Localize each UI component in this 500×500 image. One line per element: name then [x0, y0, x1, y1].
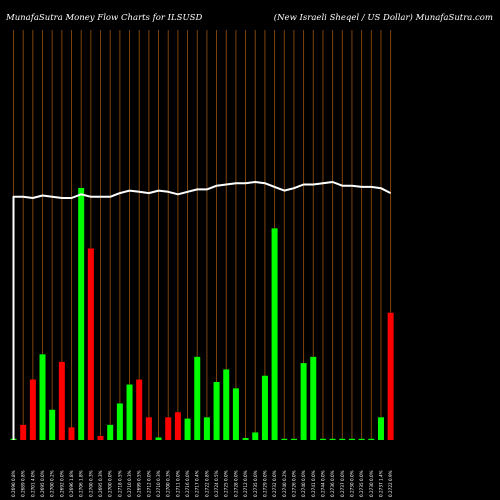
volume-bar [368, 438, 375, 440]
chart-title: MunafaSutra Money Flow Charts for ILSUSD [5, 13, 202, 23]
volume-bar [319, 438, 326, 440]
volume-bar [203, 417, 210, 440]
volume-bar [97, 435, 104, 440]
volume-bar [281, 438, 288, 440]
x-tick-label: 0.2710 0.3% [156, 470, 161, 497]
x-tick-label: 0.2722 0.9% [388, 470, 393, 497]
volume-bar [165, 417, 172, 440]
x-tick-label: 0.2700 0.2% [50, 470, 55, 497]
x-tick-label: 0.2726 0.0% [291, 470, 296, 497]
volume-bar [39, 354, 46, 440]
x-tick-label: 0.2701 4.0% [30, 470, 35, 497]
volume-bar [252, 432, 259, 440]
x-tick-label: 0.2695 0.0% [40, 470, 45, 497]
volume-bar [107, 424, 114, 440]
volume-bar [232, 388, 239, 440]
volume-bar [261, 375, 268, 440]
x-tick-label: 0.2740 0.0% [301, 470, 306, 497]
x-tick-label: 0.2736 0.0% [330, 470, 335, 497]
volume-bar [145, 417, 152, 440]
volume-bar [310, 356, 317, 440]
x-tick-label: 0.2699 0.5% [137, 470, 142, 497]
volume-bar [223, 369, 230, 440]
x-tick-label: 0.2728 0.0% [233, 470, 238, 497]
volume-bar [58, 361, 65, 440]
volume-bar [290, 438, 297, 440]
x-tick-label: 0.2718 0.5% [117, 470, 122, 497]
volume-bar [358, 438, 365, 440]
x-tick-label: 0.2737 1.4% [378, 470, 383, 497]
x-tick-label: 0.2700 0.3% [166, 470, 171, 497]
volume-bar [329, 438, 336, 440]
x-tick-label: 0.2740 0.2% [282, 470, 287, 497]
volume-bar [377, 417, 384, 440]
x-tick-label: 0.2690 0.8% [11, 470, 16, 497]
volume-bar [213, 382, 220, 440]
x-tick-label: 0.2735 0.0% [253, 470, 258, 497]
volume-bar [116, 403, 123, 440]
x-tick-label: 0.2741 0.0% [311, 470, 316, 497]
x-tick-label: 0.2730 0.0% [369, 470, 374, 497]
x-tick-label: 0.2730 0.0% [349, 470, 354, 497]
price-line [12, 181, 392, 440]
volume-bar [348, 438, 355, 440]
x-tick-label: 0.2696 1.8% [69, 470, 74, 497]
volume-bar [49, 409, 56, 440]
x-axis-ticks: 0.2690 0.8% 0.2689 0.8% 0.2701 4.0% 0.2695 … [11, 470, 393, 497]
x-tick-label: 0.2735 0.0% [359, 470, 364, 497]
x-tick-label: 0.2710 0.3% [127, 470, 132, 497]
x-tick-label: 0.2744 0.0% [320, 470, 325, 497]
volume-bar [68, 427, 75, 440]
volume-bar [155, 437, 162, 440]
volume-bar [87, 248, 94, 440]
volume-bar [300, 363, 307, 440]
x-tick-label: 0.2725 0.0% [224, 470, 229, 497]
x-tick-label: 0.2732 0.0% [272, 470, 277, 497]
x-tick-label: 0.2722 0.8% [204, 470, 209, 497]
x-tick-label: 0.2700 0.3% [88, 470, 93, 497]
x-tick-label: 0.2689 0.8% [21, 470, 26, 497]
x-tick-label: 0.2712 0.0% [243, 470, 248, 497]
x-tick-label: 0.2692 0.0% [59, 470, 64, 497]
x-tick-label: 0.2729 0.0% [262, 470, 267, 497]
volume-bar [174, 412, 181, 440]
volume-bar [126, 384, 133, 440]
volume-bar [387, 312, 394, 440]
volume-bar [20, 424, 27, 440]
x-tick-label: 0.2695 0.3% [98, 470, 103, 497]
price-line-layer [12, 181, 392, 440]
volume-bar [78, 188, 85, 440]
x-tick-label: 0.2737 0.0% [340, 470, 345, 497]
chart-subtitle: (New Israeli Sheqel / US Dollar) MunafaS… [274, 12, 493, 23]
volume-bar [271, 228, 278, 440]
volume-bar [136, 379, 143, 440]
volume-bars [10, 188, 394, 440]
volume-bar [194, 356, 201, 440]
volume-bar [29, 379, 36, 440]
x-tick-label: 0.2716 0.0% [185, 470, 190, 497]
x-tick-label: 0.2706 1.8% [79, 470, 84, 497]
x-tick-label: 0.2700 0.0% [108, 470, 113, 497]
volume-bar [242, 437, 249, 440]
x-tick-label: 0.2724 0.5% [214, 470, 219, 497]
volume-bar [339, 438, 346, 440]
volume-bar [184, 418, 191, 440]
x-tick-label: 0.2711 0.0% [175, 470, 180, 497]
x-tick-label: 0.2712 0.0% [146, 470, 151, 497]
x-tick-label: 0.2717 0.4% [195, 470, 200, 497]
